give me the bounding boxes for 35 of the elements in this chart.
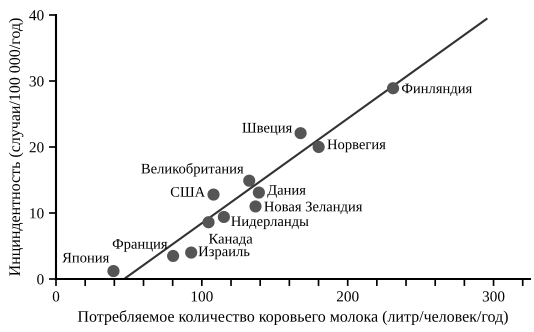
annotation: Израиль xyxy=(198,246,250,260)
annotation: Дания xyxy=(267,185,306,198)
point xyxy=(207,188,220,201)
y-tick-label: 0 xyxy=(37,274,44,284)
point xyxy=(202,216,215,228)
x-tick-label: 0 xyxy=(52,291,60,302)
point xyxy=(185,246,198,259)
y-tick-label: 40 xyxy=(29,10,44,20)
x-tick-label: 100 xyxy=(192,291,213,302)
annotation: Великобритания xyxy=(141,162,244,176)
annotation: Норвегия xyxy=(327,140,386,152)
annotation: Япония xyxy=(62,252,110,263)
annotation: Нидерланды xyxy=(231,216,309,230)
point xyxy=(218,210,230,224)
annotation: Швеция xyxy=(242,122,292,136)
x-axis-title: Потребляемое количество коровьего молока (литр/человек/год) xyxy=(78,310,508,326)
point xyxy=(243,174,256,187)
y-axis-title: Инциндентность (случаи/100 000/год) xyxy=(8,18,24,276)
annotation: Новая Зеландия xyxy=(264,202,362,214)
annotation: Финляндия xyxy=(402,84,472,96)
annotation: США xyxy=(170,186,206,197)
point xyxy=(252,186,265,199)
y-tick-label: 30 xyxy=(30,76,44,86)
point xyxy=(294,127,307,140)
point xyxy=(312,140,325,154)
annotation: Франция xyxy=(112,239,168,252)
point xyxy=(386,82,400,94)
annotation: Канада xyxy=(208,234,253,246)
point xyxy=(167,250,180,262)
x-tick-label: 200 xyxy=(336,291,359,302)
y-tick-label: 10 xyxy=(30,208,44,218)
y-tick-label: 20 xyxy=(30,142,44,152)
x-tick-label: 300 xyxy=(482,291,504,302)
point xyxy=(107,265,120,278)
point xyxy=(249,200,262,212)
